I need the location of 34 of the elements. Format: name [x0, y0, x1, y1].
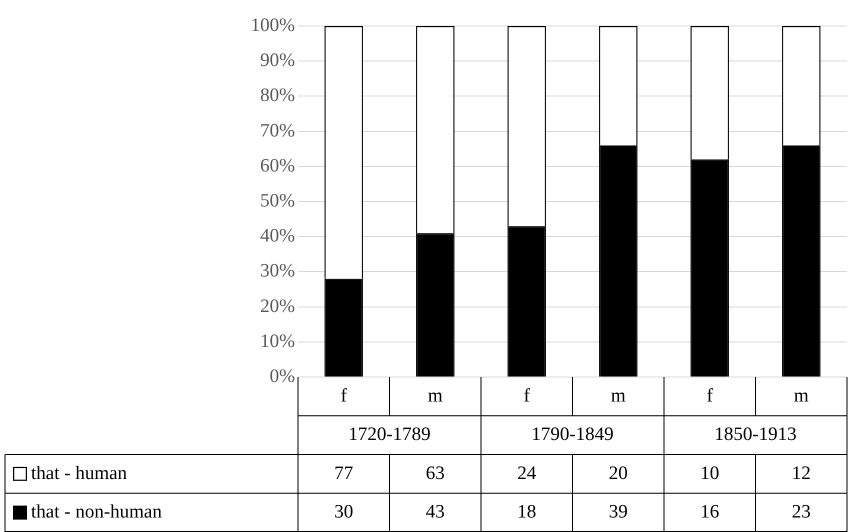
- x-tick-label: f: [340, 385, 348, 406]
- text: 1850-1913: [714, 424, 797, 446]
- text: 63: [426, 462, 445, 484]
- y-tick-label: 90%: [260, 50, 296, 72]
- text: 20: [608, 462, 628, 484]
- y-tick-label: 30%: [260, 260, 296, 282]
- text: 77: [334, 462, 354, 484]
- text: 12: [792, 462, 811, 484]
- x-tick-label: m: [610, 385, 626, 406]
- y-tick-label: 100%: [250, 14, 296, 36]
- y-tick-label: 10%: [260, 330, 296, 352]
- text: 43: [426, 502, 445, 523]
- text: 18: [517, 502, 536, 523]
- x-tick-label: m: [794, 385, 809, 406]
- y-tick-label: 50%: [260, 190, 296, 212]
- y-tick-label: 40%: [260, 226, 296, 247]
- text: 10: [700, 462, 720, 484]
- x-tick-label: f: [524, 385, 531, 406]
- text: 1720-1789: [348, 424, 431, 446]
- x-tick-label: m: [428, 385, 443, 406]
- legend-label: that - non-human: [31, 502, 162, 523]
- legend-label: that - human: [31, 462, 128, 484]
- y-tick-label: 60%: [260, 155, 296, 176]
- x-tick-label: f: [706, 385, 714, 406]
- text: 1790-1849: [531, 424, 614, 446]
- text: 39: [608, 502, 628, 523]
- text: 16: [700, 502, 720, 523]
- text: 24: [517, 462, 537, 484]
- y-tick-label: 70%: [260, 120, 296, 142]
- y-tick-label: 20%: [260, 296, 296, 317]
- text: 23: [792, 502, 811, 523]
- y-tick-label: 0%: [270, 366, 296, 387]
- text: 30: [334, 502, 354, 523]
- y-tick-label: 80%: [260, 85, 296, 106]
